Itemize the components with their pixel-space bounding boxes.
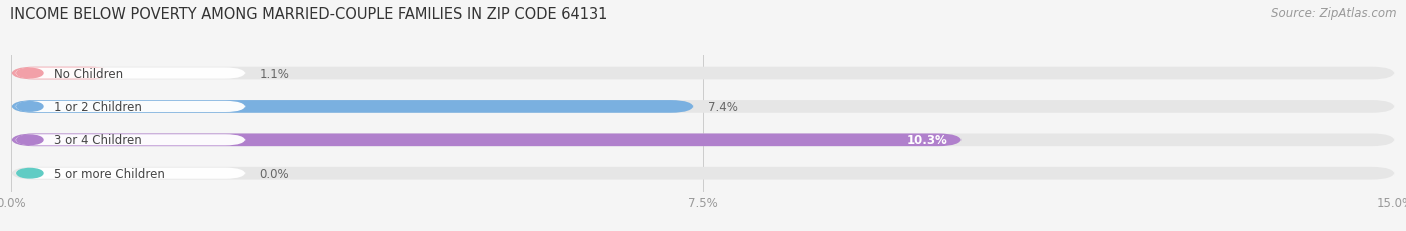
FancyBboxPatch shape	[11, 134, 1395, 146]
Text: 3 or 4 Children: 3 or 4 Children	[53, 134, 142, 147]
Circle shape	[17, 69, 44, 79]
Text: 7.4%: 7.4%	[707, 100, 738, 113]
Circle shape	[17, 135, 44, 145]
FancyBboxPatch shape	[11, 67, 1395, 80]
Text: 1 or 2 Children: 1 or 2 Children	[53, 100, 142, 113]
Text: 1.1%: 1.1%	[259, 67, 290, 80]
Text: INCOME BELOW POVERTY AMONG MARRIED-COUPLE FAMILIES IN ZIP CODE 64131: INCOME BELOW POVERTY AMONG MARRIED-COUPL…	[10, 7, 607, 22]
FancyBboxPatch shape	[15, 101, 246, 112]
FancyBboxPatch shape	[11, 101, 1395, 113]
FancyBboxPatch shape	[15, 68, 246, 79]
FancyBboxPatch shape	[11, 167, 1395, 180]
Circle shape	[17, 169, 44, 178]
FancyBboxPatch shape	[15, 135, 246, 146]
Text: 10.3%: 10.3%	[907, 134, 948, 147]
Circle shape	[17, 102, 44, 112]
FancyBboxPatch shape	[11, 101, 693, 113]
FancyBboxPatch shape	[11, 134, 962, 146]
Text: Source: ZipAtlas.com: Source: ZipAtlas.com	[1271, 7, 1396, 20]
Text: 0.0%: 0.0%	[259, 167, 290, 180]
FancyBboxPatch shape	[11, 67, 112, 80]
Text: 5 or more Children: 5 or more Children	[53, 167, 165, 180]
Text: No Children: No Children	[53, 67, 124, 80]
FancyBboxPatch shape	[15, 168, 246, 179]
